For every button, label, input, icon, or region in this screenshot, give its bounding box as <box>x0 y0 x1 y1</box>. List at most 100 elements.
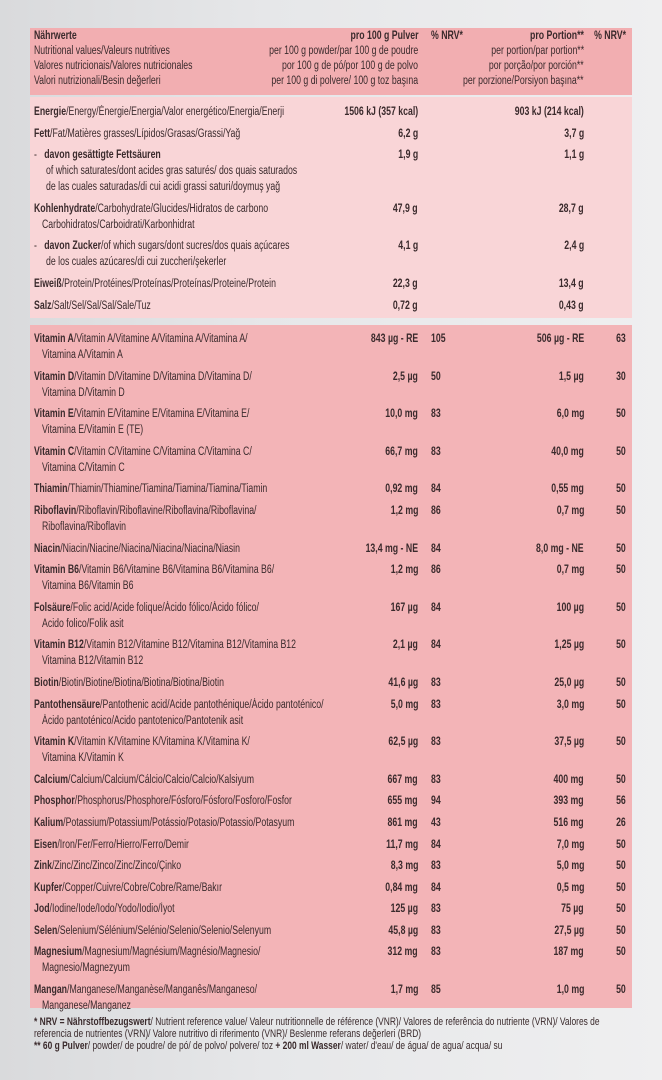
value-per-100g: 0,72 g <box>393 299 418 312</box>
nutrient-translations-line: Carbohidratos/Carboidrati/Karbonhidrat <box>42 218 195 231</box>
nutrient-translations-line: Vitamina A/Vitamin A <box>42 349 123 361</box>
nrv-per-portion: 50 <box>616 483 626 496</box>
nutrient-name: Energie <box>34 106 67 118</box>
nutrient-translations: /Vitamin E/Vitamine E/Vitamina E/Vitamin… <box>73 408 250 421</box>
nrv-per-portion: 50 <box>616 542 626 555</box>
value-per-100g: 6,2 g <box>398 127 418 140</box>
nrv-per-100g: 83 <box>431 698 441 711</box>
nutrient-translations: /Iron/Fer/Ferro/Hierro/Ferro/Demir <box>57 838 189 851</box>
value-per-portion: 40,0 mg <box>551 445 584 458</box>
nrv-per-100g: 50 <box>431 370 441 383</box>
nrv1-title: % NRV* <box>431 30 463 42</box>
table-row: Calcium/Calcium/Calcium/Cálcio/Calcio/Ca… <box>30 769 632 791</box>
nrv-per-100g: 83 <box>431 773 441 786</box>
nutrient-translations-line: Vitamina B6/Vitamin B6 <box>42 580 134 593</box>
nutrient-translations: /Niacin/Niacine/Niacina/Niacina/Niacina/… <box>60 542 240 555</box>
table-row: Phosphor/Phosphorus/Phosphore/Fósforo/Fó… <box>30 790 632 812</box>
value-per-100g: 125 µg <box>390 903 418 916</box>
nrv-per-portion: 50 <box>616 504 626 517</box>
value-per-100g: 167 µg <box>390 601 418 614</box>
col1-title: pro 100 g Pulver <box>349 30 418 42</box>
value-per-portion: 0,43 g <box>559 299 584 312</box>
table-row: Vitamin E/Vitamin E/Vitamine E/Vitamina … <box>30 403 632 441</box>
value-per-portion: 8,0 mg - NE <box>536 542 584 555</box>
nrv-per-portion: 50 <box>616 676 626 689</box>
nutrient-name: Pantothensäure <box>34 698 101 711</box>
nutrient-translations: /Vitamin A/Vitamine A/Vitamina A/Vitamin… <box>73 333 248 345</box>
nutrient-translations-line: de los cuales azúcares/di cui zuccheri/ş… <box>46 256 227 269</box>
nutrient-translations: /of which sugars/dont sucres/dos quais a… <box>101 240 290 253</box>
nutrient-translations-line: Manganese/Manganez <box>42 1000 131 1013</box>
footnotes: * NRV = Nährstoffbezugswert/ Nutrient re… <box>34 1016 634 1052</box>
header-title-row: Nährwerte pro 100 g Pulver % NRV* pro Po… <box>30 29 632 44</box>
value-per-100g: 1,2 mg <box>390 564 418 577</box>
nrv-per-portion: 50 <box>616 698 626 711</box>
nutrient-name: Jod <box>34 903 50 916</box>
table-row: Vitamin K/Vitamin K/Vitamine K/Vitamina … <box>30 731 632 769</box>
value-per-portion: 1,5 µg <box>559 370 584 383</box>
footnote-nrv-line2: referencia de nutrientes (VRN)/ Valore n… <box>34 1028 422 1040</box>
nutrient-name: davon Zucker <box>44 240 102 253</box>
nutrient-name: Biotin <box>34 676 59 689</box>
table-row: Zink/Zinc/Zinc/Zinco/Zinc/Zinco/Çinko 8,3… <box>30 855 632 877</box>
table-row: Mangan/Manganese/Manganèse/Manganês/Mang… <box>30 979 632 1017</box>
table-row: Fett/Fat/Matières grasses/Lípidos/Grasas… <box>30 123 632 145</box>
nrv-per-100g: 84 <box>431 639 441 652</box>
nrv-per-100g: 84 <box>431 483 441 496</box>
subtitle-col1: per 100 g di polvere/ 100 g toz başına <box>271 75 418 87</box>
footnote-nrv-term: * NRV = Nährstoffbezugswert <box>34 1016 151 1028</box>
value-per-portion: 3,0 mg <box>556 698 584 711</box>
table-row: Biotin/Biotin/Biotine/Biotina/Biotina/Bi… <box>30 672 632 694</box>
table-row: Vitamin A/Vitamin A/Vitamine A/Vitamina … <box>30 328 632 366</box>
value-per-portion: 516 mg <box>553 816 584 829</box>
value-per-portion: 75 µg <box>561 903 584 916</box>
table-row: Vitamin D/Vitamin D/Vitamine D/Vitamina … <box>30 366 632 404</box>
nutrient-translations: /Phosphorus/Phosphore/Fósforo/Fósforo/Fo… <box>74 795 292 808</box>
subtitle-col1: per 100 g powder/par 100 g de poudre <box>268 45 418 57</box>
nutrient-name: Vitamin B6 <box>34 564 80 577</box>
nutrient-translations: /Vitamin C/Vitamine C/Vitamina C/Vitamin… <box>74 445 252 458</box>
nutrient-name: Vitamin K <box>34 736 75 749</box>
value-per-portion: 3,7 g <box>564 127 584 140</box>
value-per-100g: 66,7 mg <box>385 445 418 458</box>
nutrient-translations-line: Acido folico/Folik asit <box>42 617 124 630</box>
nutrient-name: Calcium <box>34 773 69 786</box>
nrv-per-portion: 63 <box>616 333 626 345</box>
nutrient-translations-line: Vitamina K/Vitamin K <box>42 752 124 765</box>
nutrient-name: Zink <box>34 860 52 873</box>
table-row: Vitamin B6/Vitamin B6/Vitamine B6/Vitami… <box>30 559 632 597</box>
value-per-100g: 2,5 µg <box>393 370 418 383</box>
nrv-per-100g: 83 <box>431 924 441 937</box>
value-per-100g: 2,1 µg <box>393 639 418 652</box>
nutrient-name: Eisen <box>34 838 58 851</box>
table-row: Niacin/Niacin/Niacine/Niacina/Niacina/Ni… <box>30 538 632 560</box>
value-per-100g: 11,7 mg <box>385 838 418 851</box>
nutrient-name: Magnesium <box>34 946 83 959</box>
nutrient-translations-line: de las cuales saturadas/di cui acidi gra… <box>46 181 281 194</box>
header-subtitle-row: Valori nutrizionali/Besin değerleri per … <box>30 74 632 89</box>
value-per-100g: 10,0 mg <box>385 408 418 421</box>
value-per-portion: 903 kJ (214 kcal) <box>514 106 584 118</box>
value-per-100g: 655 mg <box>387 795 418 808</box>
nutrient-translations: /Magnesium/Magnésium/Magnésio/Magnesio/ <box>82 946 261 959</box>
table-row: Riboflavin/Riboflavin/Riboflavine/Ribofl… <box>30 500 632 538</box>
nutrient-translations-line: Vitamina B12/Vitamin B12 <box>42 655 144 668</box>
nutrient-translations-line: Vitamina E/Vitamin E (TE) <box>42 424 144 437</box>
nutrient-name: Eiweiß <box>34 277 62 290</box>
value-per-100g: 861 mg <box>387 816 418 829</box>
footnote-portion-powder: ** 60 g Pulver <box>34 1040 88 1052</box>
value-per-100g: 667 mg <box>387 773 418 786</box>
nutrient-translations: /Calcium/Calcium/Cálcio/Calcio/Calcio/Ka… <box>68 773 255 786</box>
nrv-per-100g: 86 <box>431 504 441 517</box>
nrv-per-portion: 30 <box>616 370 626 383</box>
value-per-portion: 13,4 g <box>559 277 584 290</box>
nutrient-translations: /Energy/Énergie/Energia/Valor energético… <box>66 106 285 118</box>
value-per-portion: 187 mg <box>553 946 584 959</box>
value-per-portion: 1,0 mg <box>556 984 584 997</box>
subtitle-label: Nutritional values/Valeurs nutritives <box>34 45 170 57</box>
table-header: Nährwerte pro 100 g Pulver % NRV* pro Po… <box>30 28 632 95</box>
nutrient-translations: /Thiamin/Thiamine/Tiamina/Tiamina/Tiamin… <box>67 483 268 496</box>
value-per-portion: 28,7 g <box>559 202 584 215</box>
micronutrient-rows: Vitamin A/Vitamin A/Vitamine A/Vitamina … <box>30 328 632 1017</box>
subtitle-col1: por 100 g de pó/por 100 g de polvo <box>281 60 418 72</box>
